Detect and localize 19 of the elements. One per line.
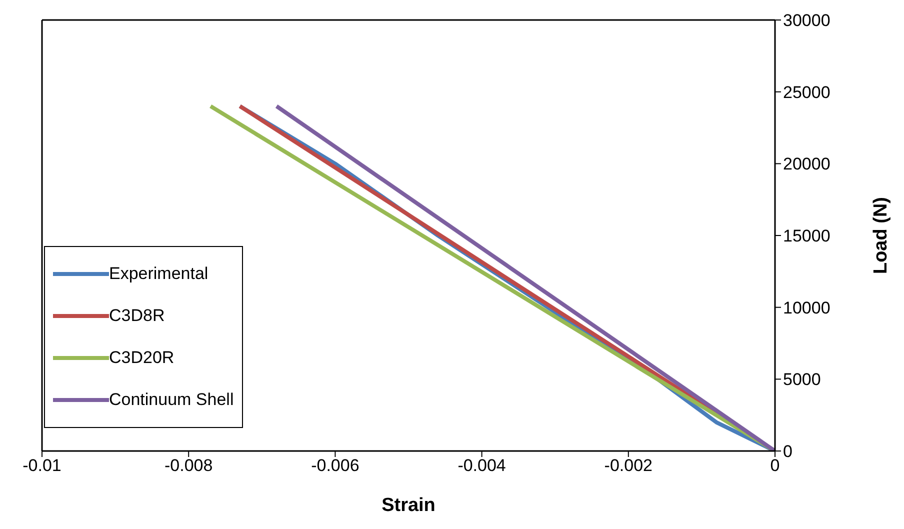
legend-label: C3D8R [109,306,165,326]
y-tick-label: 30000 [783,11,830,30]
x-tick-label: 0 [770,456,780,476]
y-axis-title: Load (N) [870,196,892,274]
x-tick-label: -0.006 [311,456,360,476]
legend-label: C3D20R [109,348,174,368]
legend-label: Experimental [109,264,208,284]
y-tick-label: 15000 [783,226,830,246]
x-axis-title: Strain [382,495,436,516]
x-tick-label: -0.002 [604,456,652,476]
legend-label: Continuum Shell [109,390,234,410]
x-tick-label: -0.004 [458,456,506,476]
y-tick-label: 25000 [783,82,830,102]
y-tick-label: 0 [783,442,792,462]
y-tick-label: 5000 [783,370,821,390]
x-tick-label: -0.008 [164,456,213,476]
y-tick-label: 10000 [783,298,830,318]
x-tick-label: -0.01 [22,456,62,476]
y-tick-label: 20000 [783,154,830,174]
